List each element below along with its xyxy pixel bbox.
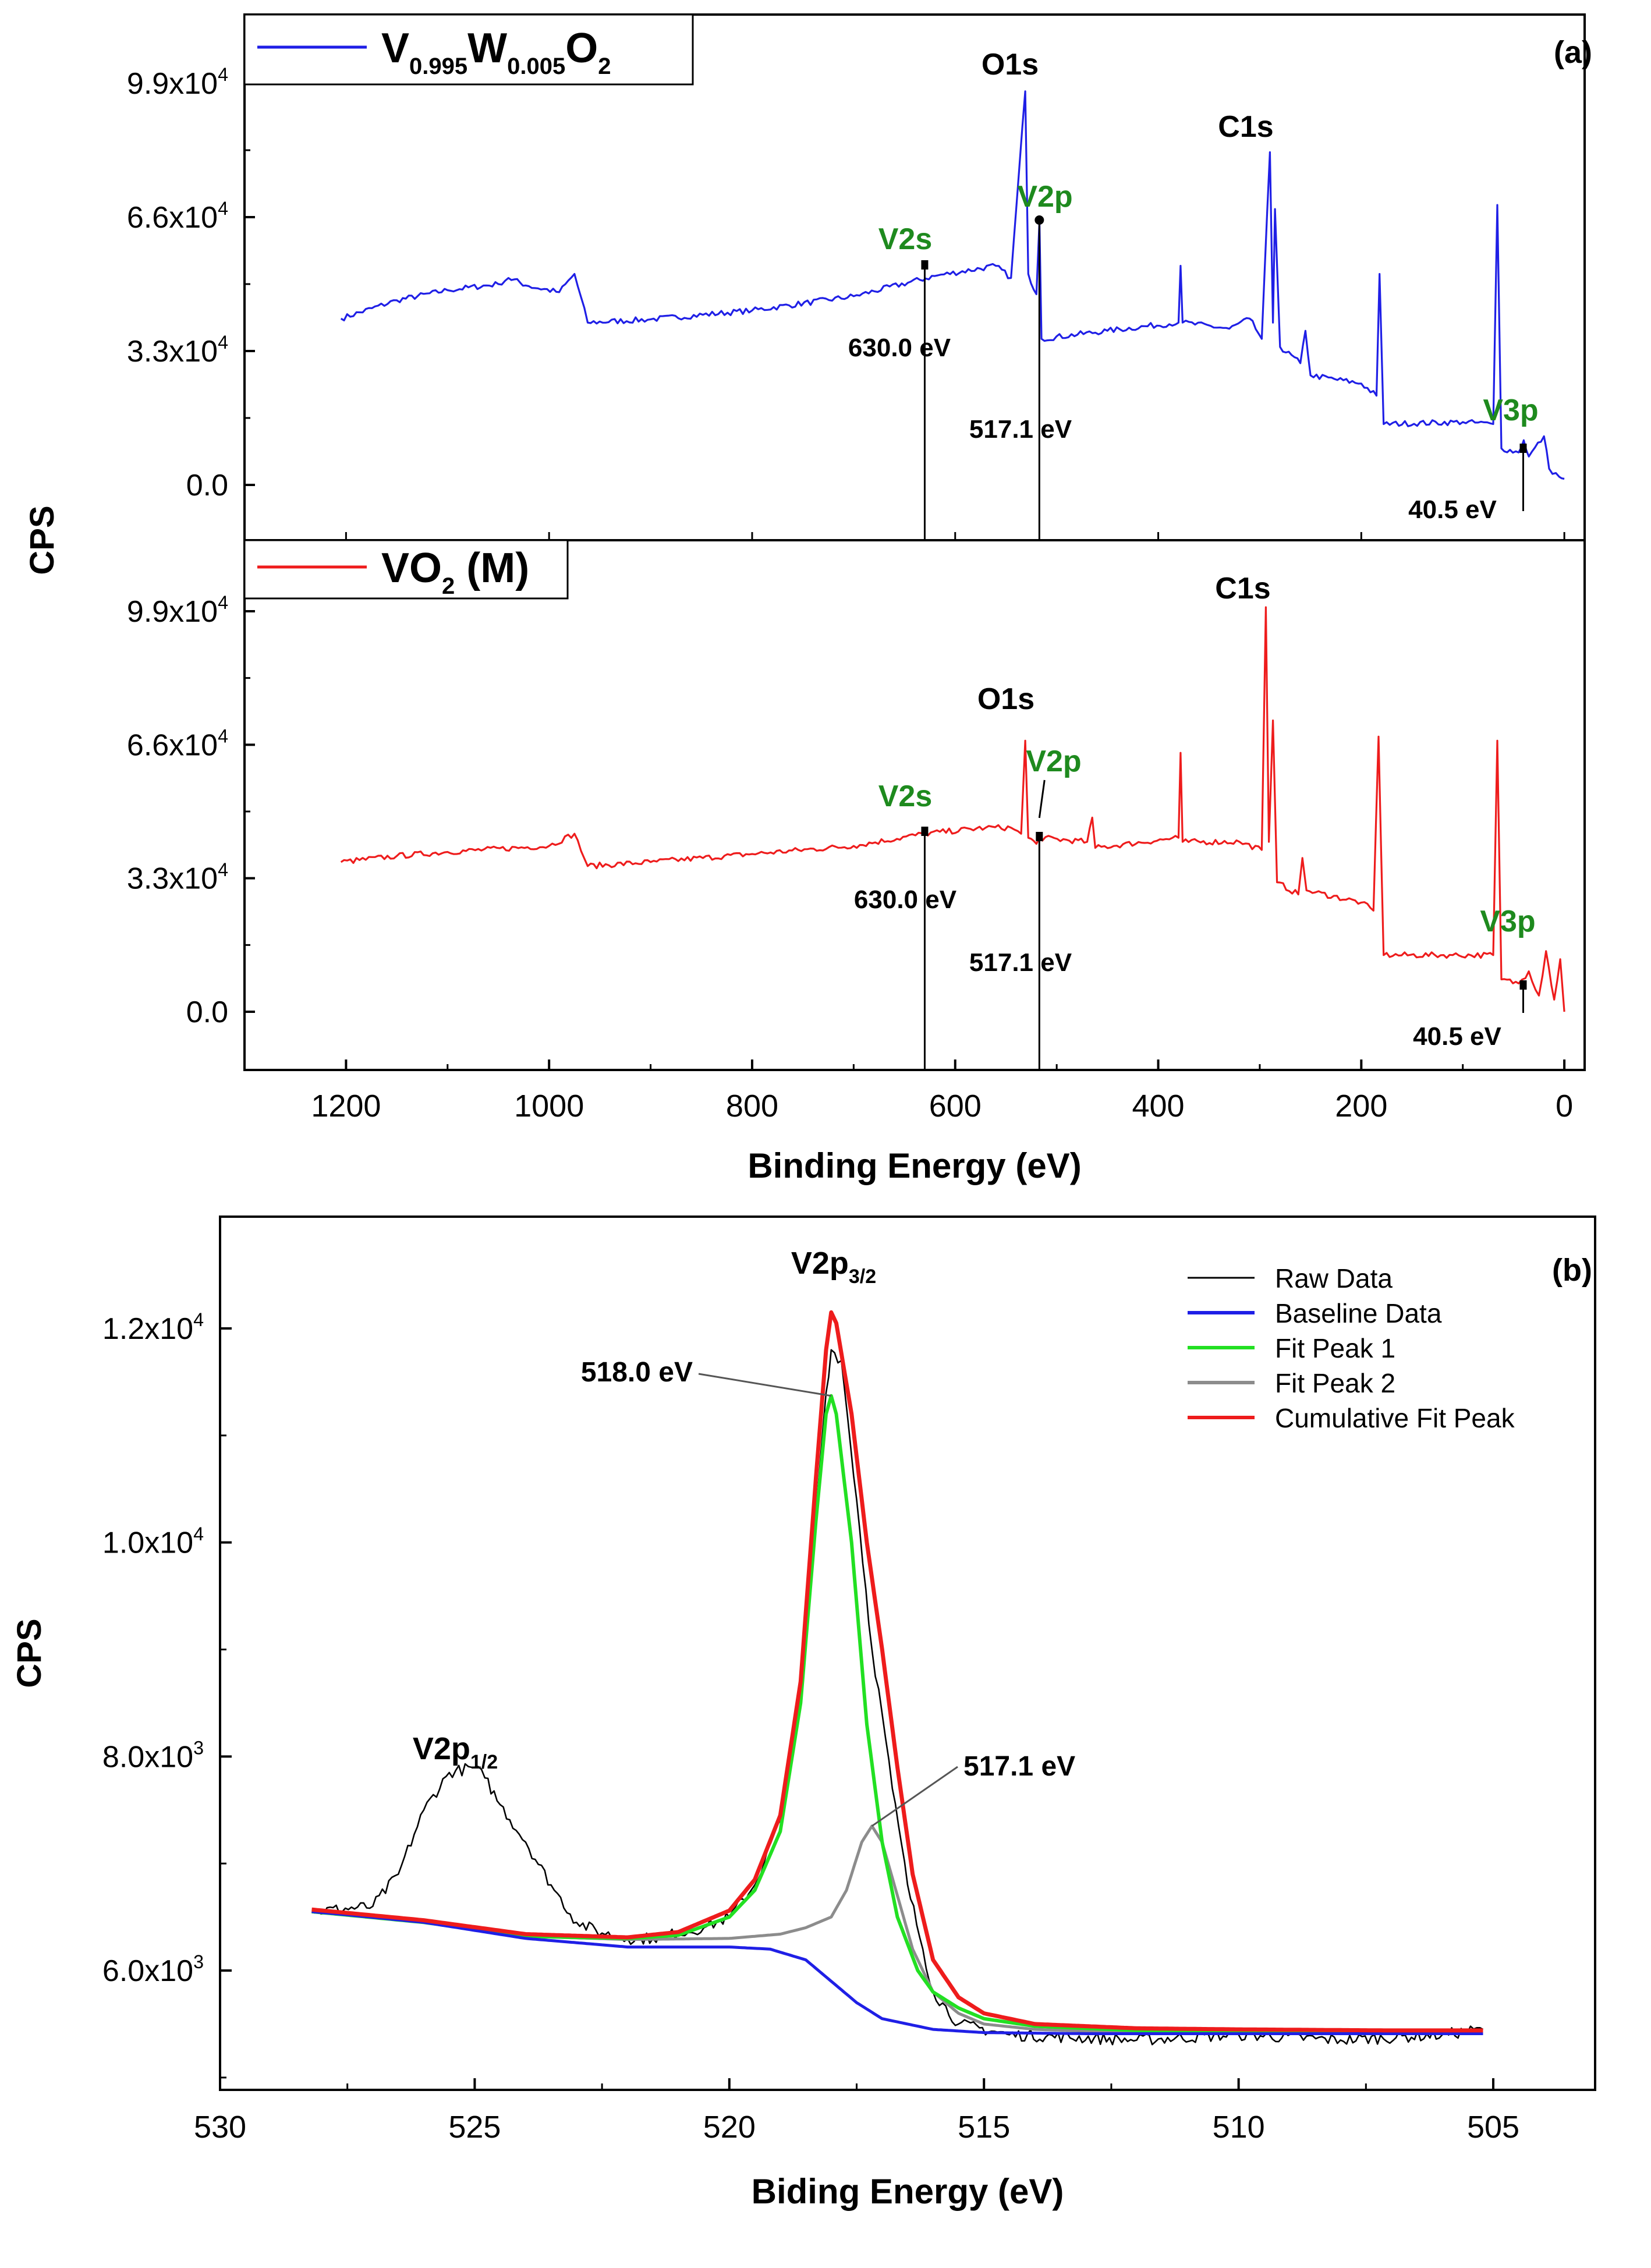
x-tick-label: 520 — [703, 2110, 756, 2145]
y-tick-label: 6.0x103 — [102, 1951, 204, 1988]
y-tick-label: 9.9x104 — [127, 64, 228, 101]
series-baseline-data — [311, 1910, 1483, 2035]
panel-a: 1200 1000 800 600 400 200 0 Binding Energy (eV)… — [23, 13, 1592, 1185]
label-c1s: C1s — [1218, 110, 1273, 144]
x-tick-label: 530 — [194, 2110, 246, 2145]
panel-label-b: (b) — [1552, 1253, 1592, 1288]
x-tick-label: 1200 — [311, 1089, 381, 1124]
x-tick-label: 200 — [1335, 1089, 1387, 1124]
legend-label-raw-data: Raw Data — [1275, 1263, 1393, 1294]
label-v3p: V3p — [1483, 394, 1538, 427]
leader-peak1 — [698, 1373, 832, 1397]
label-v2p-3-2: V2p3/2 — [791, 1246, 876, 1288]
x-tick-label: 525 — [448, 2110, 501, 2145]
y-tick-label: 1.0x104 — [102, 1523, 204, 1560]
legend-label-fit-peak-1: Fit Peak 1 — [1275, 1333, 1395, 1363]
y-tick-label: 6.6x104 — [127, 725, 228, 762]
label-v2p: V2p — [1017, 180, 1072, 214]
label-v2p-1-2: V2p1/2 — [413, 1731, 498, 1773]
legend-box — [243, 539, 569, 600]
label-c1s: C1s — [1215, 572, 1270, 605]
x-tick-label: 800 — [726, 1089, 778, 1124]
y-tick-label: 3.3x104 — [127, 859, 228, 896]
legend-label-baseline-data: Baseline Data — [1275, 1298, 1442, 1328]
series-cumulative-fit-peak — [311, 1310, 1483, 2033]
x-tick-label: 505 — [1467, 2110, 1519, 2145]
label-v2s: V2s — [878, 779, 933, 813]
series-fit-peak-1 — [311, 1394, 1483, 2035]
legend-label-cumulative-fit-peak: Cumulative Fit Peak — [1275, 1403, 1515, 1433]
label-o1s: O1s — [977, 682, 1034, 716]
series-line-vo2 — [340, 606, 1565, 1012]
panel-b-frame — [219, 1215, 1596, 2091]
legend-label-fit-peak-2: Fit Peak 2 — [1275, 1368, 1395, 1398]
y-tick-label: 0.0 — [186, 995, 228, 1029]
leader-peak2 — [871, 1766, 958, 1827]
annot-v3p-ev: 40.5 eV — [1408, 495, 1497, 524]
y-tick-label: 9.9x104 — [127, 592, 228, 629]
annot-v2p-ev: 517.1 eV — [969, 948, 1072, 977]
x-axis-title: Binding Energy (eV) — [747, 1146, 1081, 1185]
x-tick-label: 600 — [929, 1089, 982, 1124]
label-peak1-ev: 518.0 eV — [581, 1357, 693, 1388]
legend-label: V0.995W0.005O2 — [381, 25, 611, 79]
x-tick-label: 1000 — [514, 1089, 584, 1124]
label-v2p: V2p — [1026, 745, 1081, 778]
label-v2s: V2s — [878, 222, 933, 256]
x-tick-label: 515 — [958, 2110, 1010, 2145]
y-axis-title: CPS — [10, 1618, 48, 1688]
annot-v2p-ev: 517.1 eV — [969, 415, 1072, 444]
annot-v2s-ev: 630.0 eV — [854, 885, 957, 914]
y-tick-label: 8.0x103 — [102, 1737, 204, 1774]
x-tick-label: 400 — [1132, 1089, 1184, 1124]
label-o1s: O1s — [982, 48, 1039, 81]
panel-b: 530 525 520 515 510 505 6.0x103 8.0x103 1.0x104 1… — [10, 1215, 1596, 2211]
annot-v3p-ev: 40.5 eV — [1413, 1022, 1501, 1051]
leader-v2p — [1038, 779, 1046, 818]
annot-v2s-ev: 630.0 eV — [848, 334, 951, 362]
x-tick-label: 510 — [1213, 2110, 1265, 2145]
y-tick-label: 6.6x104 — [127, 198, 228, 235]
x-axis-title: Biding Energy (eV) — [752, 2172, 1064, 2211]
legend-label: VO2 (M) — [381, 545, 529, 599]
label-peak2-ev: 517.1 eV — [963, 1751, 1075, 1782]
label-v3p: V3p — [1480, 905, 1535, 938]
y-tick-label: 1.2x104 — [102, 1309, 204, 1346]
y-tick-label: 3.3x104 — [127, 332, 228, 368]
y-axis-title: CPS — [23, 505, 61, 575]
panel-label-a: (a) — [1554, 35, 1592, 70]
x-tick-label: 0 — [1556, 1089, 1573, 1124]
legend-box — [243, 13, 694, 86]
y-tick-label: 0.0 — [186, 469, 228, 502]
series-line-vwo2 — [340, 90, 1565, 480]
